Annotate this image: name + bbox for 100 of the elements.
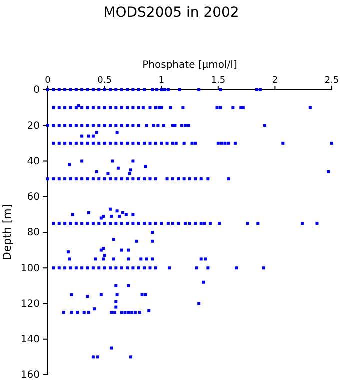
point bbox=[126, 124, 130, 128]
point bbox=[92, 88, 95, 92]
point bbox=[108, 266, 112, 270]
point bbox=[148, 309, 151, 312]
point bbox=[92, 222, 95, 226]
point bbox=[120, 311, 124, 314]
point bbox=[116, 166, 120, 170]
y-tick-label: 40 bbox=[27, 156, 40, 168]
point bbox=[102, 258, 106, 261]
point bbox=[80, 266, 84, 270]
point bbox=[86, 88, 90, 92]
point bbox=[200, 222, 203, 226]
point bbox=[87, 134, 90, 138]
point bbox=[124, 213, 128, 216]
point bbox=[166, 178, 169, 181]
point bbox=[103, 254, 106, 258]
point bbox=[114, 178, 118, 181]
point bbox=[118, 214, 122, 218]
point bbox=[129, 356, 132, 359]
point bbox=[80, 134, 84, 138]
point bbox=[46, 88, 50, 92]
point bbox=[46, 124, 50, 128]
point bbox=[200, 178, 203, 181]
point bbox=[114, 306, 118, 309]
point bbox=[154, 178, 158, 181]
point bbox=[80, 106, 84, 110]
point bbox=[116, 210, 119, 213]
point bbox=[140, 293, 144, 296]
x-tick-label: 2.5 bbox=[324, 76, 340, 86]
point bbox=[171, 142, 174, 145]
point bbox=[86, 266, 90, 270]
point bbox=[227, 142, 230, 145]
point bbox=[92, 124, 95, 128]
x-tick-label: 2 bbox=[272, 76, 278, 86]
point bbox=[129, 168, 132, 172]
point bbox=[154, 222, 158, 226]
y-axis-title: Depth [m] bbox=[1, 204, 14, 261]
point bbox=[103, 142, 106, 145]
point bbox=[282, 142, 285, 145]
point bbox=[98, 142, 101, 145]
point bbox=[58, 266, 61, 270]
point bbox=[194, 222, 198, 226]
y-tick-label: 120 bbox=[20, 298, 40, 310]
y-tick-label: 60 bbox=[27, 192, 40, 204]
point bbox=[178, 88, 182, 92]
point bbox=[58, 106, 61, 110]
point bbox=[166, 222, 170, 226]
point bbox=[216, 142, 220, 145]
point bbox=[120, 106, 124, 110]
point bbox=[137, 88, 140, 92]
point bbox=[120, 222, 124, 226]
point bbox=[130, 311, 134, 314]
point bbox=[58, 222, 61, 226]
point bbox=[156, 88, 159, 92]
point bbox=[77, 104, 80, 108]
point bbox=[70, 293, 74, 296]
point bbox=[80, 178, 84, 181]
point bbox=[92, 356, 95, 359]
point bbox=[137, 106, 140, 110]
point bbox=[127, 248, 130, 252]
point bbox=[69, 142, 72, 145]
point bbox=[46, 178, 50, 181]
point bbox=[114, 266, 118, 270]
point bbox=[52, 124, 56, 128]
point bbox=[151, 231, 154, 234]
point bbox=[169, 106, 172, 110]
point bbox=[160, 142, 164, 145]
point bbox=[166, 88, 170, 92]
point bbox=[86, 124, 90, 128]
point bbox=[111, 160, 114, 163]
point bbox=[120, 142, 124, 145]
point bbox=[144, 165, 148, 168]
point bbox=[132, 124, 135, 128]
point bbox=[263, 124, 266, 128]
point bbox=[114, 88, 118, 92]
point bbox=[116, 131, 119, 134]
chart-title: MODS2005 in 2002 bbox=[104, 5, 240, 21]
point bbox=[64, 106, 67, 110]
point bbox=[126, 178, 130, 181]
point bbox=[137, 124, 140, 128]
point bbox=[184, 222, 187, 226]
point bbox=[114, 222, 118, 226]
point bbox=[171, 178, 174, 181]
point bbox=[143, 142, 146, 145]
point bbox=[138, 311, 142, 314]
point bbox=[327, 170, 330, 174]
point bbox=[92, 106, 95, 110]
point bbox=[80, 142, 84, 145]
point bbox=[154, 142, 158, 145]
point bbox=[258, 88, 262, 92]
point bbox=[126, 88, 130, 92]
y-tick-label: 20 bbox=[27, 120, 40, 132]
point bbox=[145, 258, 148, 261]
point bbox=[69, 124, 72, 128]
x-tick-label: 1.5 bbox=[211, 76, 226, 86]
point bbox=[121, 211, 124, 214]
point bbox=[86, 106, 90, 110]
point bbox=[256, 222, 260, 226]
point bbox=[108, 124, 112, 128]
point bbox=[93, 308, 96, 311]
